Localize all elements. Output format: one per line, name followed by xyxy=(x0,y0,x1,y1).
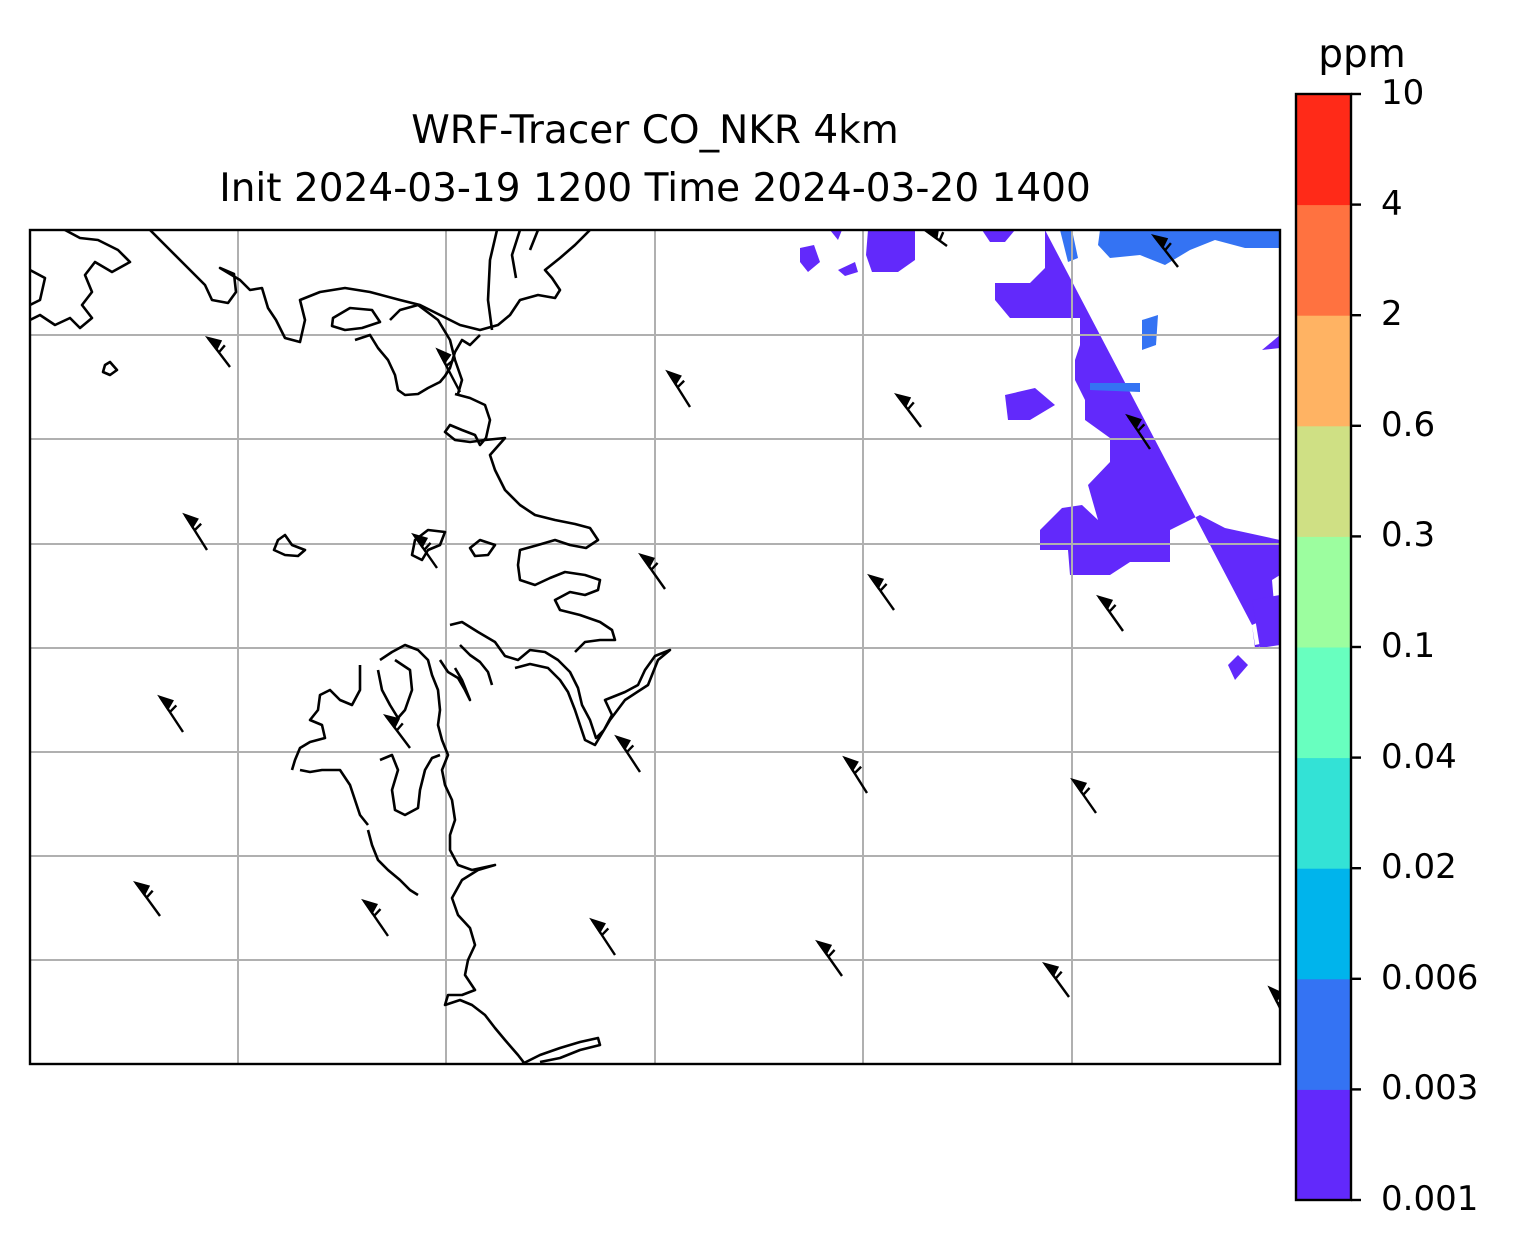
tracer-patch-level2-c xyxy=(1090,383,1140,392)
wind-barb xyxy=(435,347,462,393)
colorbar-tick-label: 4 xyxy=(1381,183,1403,224)
tracer-patch-1 xyxy=(866,230,915,272)
coastline-south-tip xyxy=(521,1036,602,1064)
colorbar-bin-3 xyxy=(1296,757,1351,869)
wind-barb xyxy=(589,917,617,956)
gridlines xyxy=(30,230,1280,1064)
colorbar-tick-label: 0.003 xyxy=(1381,1068,1479,1109)
coastline-north-coast xyxy=(149,230,591,344)
coastline-inner-5 xyxy=(379,753,441,817)
coastline-island-4 xyxy=(410,528,447,562)
wind-barb xyxy=(133,880,161,917)
tracer-patch-level2-a xyxy=(1098,230,1280,265)
colorbar-bin-7 xyxy=(1296,315,1351,427)
colorbar-bin-1 xyxy=(1296,978,1351,1090)
tracer-patch-8 xyxy=(1228,655,1248,680)
wind-barb xyxy=(182,512,209,551)
wind-barb xyxy=(1070,777,1097,814)
tracer-field xyxy=(800,230,1280,680)
coastline-island-3 xyxy=(272,533,307,558)
wind-barb xyxy=(361,898,389,937)
coastline-island-1 xyxy=(330,306,382,332)
coastline-peninsula-a xyxy=(486,230,499,331)
wind-barb xyxy=(842,755,869,794)
tracer-patch-5 xyxy=(982,230,1015,242)
colorbar-tick-label: 2 xyxy=(1381,294,1403,335)
tracer-patch-2 xyxy=(800,245,820,272)
wind-barb xyxy=(1096,594,1124,632)
coastline-peninsula-b xyxy=(510,230,540,279)
colorbar-bin-6 xyxy=(1296,425,1351,537)
coastline-river xyxy=(443,392,617,653)
colorbar-tick-label: 0.001 xyxy=(1381,1179,1479,1219)
colorbar-bin-0 xyxy=(1296,1089,1351,1201)
wind-barb xyxy=(665,369,692,408)
wind-barbs xyxy=(133,230,1280,1009)
colorbar-bin-2 xyxy=(1296,868,1351,980)
wind-barb xyxy=(614,734,642,773)
wind-barb xyxy=(1267,985,1280,1009)
wind-barb xyxy=(204,335,231,368)
tracer-patch-7 xyxy=(1252,595,1280,648)
coastline-bay xyxy=(354,333,481,397)
colorbar-tick-label: 0.02 xyxy=(1381,847,1457,888)
colorbar xyxy=(1294,92,1361,1202)
chart-title: WRF-Tracer CO_NKR 4km xyxy=(411,108,899,153)
map-frame xyxy=(28,228,1282,1066)
coastline-inner-6 xyxy=(438,659,472,702)
wind-barb xyxy=(638,552,666,590)
coastline-island-2 xyxy=(101,360,119,377)
wind-barb xyxy=(1125,413,1151,450)
wind-barb xyxy=(157,694,185,733)
coastline-inner-1 xyxy=(376,658,414,720)
coastline-nw-shore xyxy=(30,230,132,330)
tracer-patch-6 xyxy=(1005,388,1055,420)
tracer-patch-level2-b xyxy=(1060,230,1078,262)
wind-barb xyxy=(1150,234,1179,268)
coastline-island-5 xyxy=(468,538,497,558)
coastline-southwest-land xyxy=(379,643,527,1064)
coastline-inner-2 xyxy=(290,665,362,771)
coastlines xyxy=(30,230,672,1064)
colorbar-bin-8 xyxy=(1296,204,1351,316)
wind-barb xyxy=(867,573,895,611)
colorbar-bin-9 xyxy=(1296,94,1351,206)
tracer-patch-3 xyxy=(830,230,842,240)
colorbar-unit-label: ppm xyxy=(1318,32,1406,77)
coastline-inner-4 xyxy=(366,829,419,897)
wind-barb xyxy=(1042,961,1070,998)
coastline-inner-3 xyxy=(299,768,370,826)
colorbar-bin-5 xyxy=(1296,536,1351,648)
wind-barb xyxy=(922,230,948,247)
coastline-inner-7 xyxy=(459,644,494,686)
tracer-patch-4 xyxy=(838,262,858,276)
wind-barb xyxy=(893,392,922,428)
coastline-inlet xyxy=(389,303,464,395)
wind-barb xyxy=(382,713,411,749)
chart-subtitle: Init 2024-03-19 1200 Time 2024-03-20 140… xyxy=(219,166,1091,211)
colorbar-tick-label: 0.1 xyxy=(1381,626,1436,666)
tracer-patch-level2-d xyxy=(1142,315,1158,350)
colorbar-tick-label: 0.6 xyxy=(1381,404,1436,445)
coastline-central-coast xyxy=(449,620,672,747)
colorbar-tick-label: 0.3 xyxy=(1381,515,1436,556)
colorbar-bin-4 xyxy=(1296,647,1351,759)
wind-barb xyxy=(411,532,438,569)
colorbar-tick-label: 10 xyxy=(1381,73,1425,113)
wind-barb xyxy=(815,939,843,977)
colorbar-tick-label: 0.006 xyxy=(1381,957,1479,998)
colorbar-tick-label: 0.04 xyxy=(1381,736,1457,777)
